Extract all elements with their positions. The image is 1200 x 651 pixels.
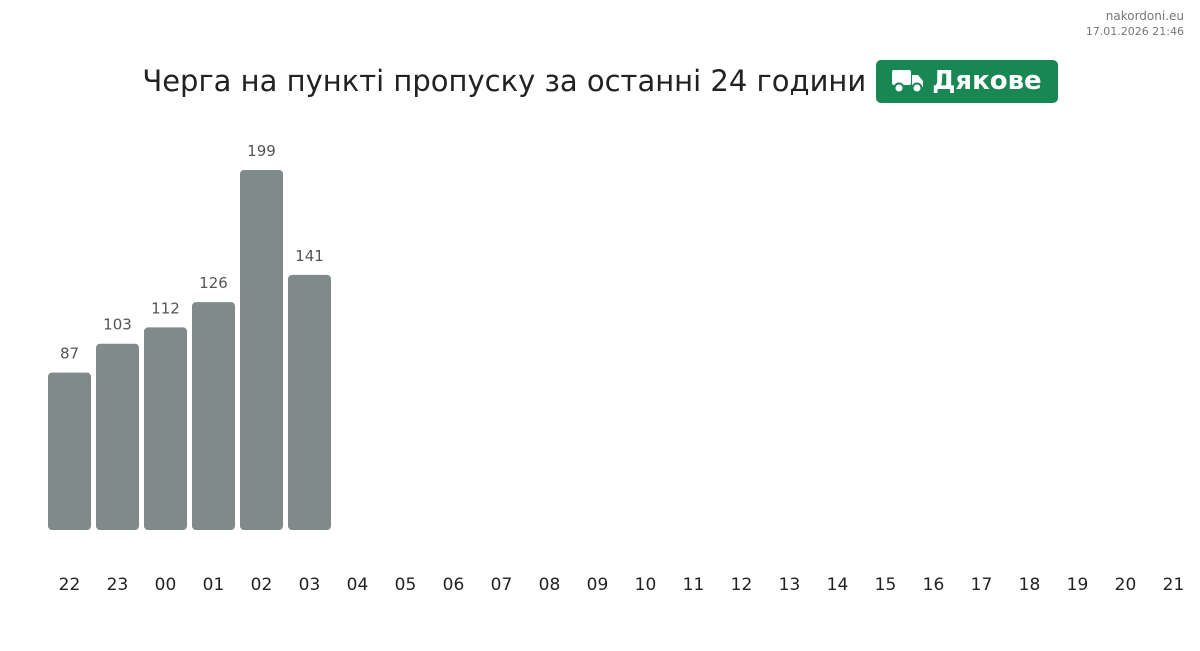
x-tick-label-15: 15 [875, 575, 897, 595]
bar-value-label-02: 199 [247, 142, 276, 160]
x-tick-label-23: 23 [107, 575, 129, 595]
x-tick-label-18: 18 [1019, 575, 1041, 595]
bar-value-label-01: 126 [199, 274, 228, 292]
x-tick-label-21: 21 [1163, 575, 1185, 595]
chart-header: Черга на пункті пропуску за останні 24 г… [0, 59, 1200, 103]
x-tick-label-09: 09 [587, 575, 609, 595]
x-tick-label-12: 12 [731, 575, 753, 595]
bar-value-label-22: 87 [60, 345, 79, 363]
x-tick-label-06: 06 [443, 575, 465, 595]
x-tick-label-17: 17 [971, 575, 993, 595]
timestamp: 17.01.2026 21:46 [1085, 25, 1184, 38]
source-info: nakordoni.eu 17.01.2026 21:46 [1086, 9, 1184, 39]
x-tick-label-10: 10 [635, 575, 657, 595]
bar-22 [48, 372, 91, 530]
bar-23 [96, 343, 139, 530]
x-tick-label-01: 01 [203, 575, 225, 595]
bar-03 [288, 274, 331, 530]
x-tick-label-16: 16 [923, 575, 945, 595]
x-tick-label-19: 19 [1067, 575, 1089, 595]
x-tick-label-03: 03 [299, 575, 321, 595]
checkpoint-badge: Дякове [876, 59, 1058, 103]
bar-02 [240, 170, 283, 530]
bar-value-label-00: 112 [151, 299, 180, 317]
bar-value-label-03: 141 [295, 247, 324, 265]
bar-00 [144, 327, 187, 530]
x-tick-label-22: 22 [59, 575, 81, 595]
x-tick-label-11: 11 [683, 575, 705, 595]
truck-icon [892, 70, 924, 94]
x-tick-label-14: 14 [827, 575, 849, 595]
checkpoint-name: Дякове [932, 66, 1042, 96]
x-tick-label-04: 04 [347, 575, 369, 595]
x-tick-label-08: 08 [539, 575, 561, 595]
bar-01 [192, 302, 235, 530]
x-tick-label-02: 02 [251, 575, 273, 595]
x-tick-label-13: 13 [779, 575, 801, 595]
x-tick-label-20: 20 [1115, 575, 1137, 595]
x-tick-label-00: 00 [155, 575, 177, 595]
x-tick-label-05: 05 [395, 575, 417, 595]
site-name: nakordoni.eu [1105, 9, 1184, 23]
bar-value-label-23: 103 [103, 316, 132, 334]
chart-title: Черга на пункті пропуску за останні 24 г… [142, 64, 867, 98]
x-tick-label-07: 07 [491, 575, 513, 595]
